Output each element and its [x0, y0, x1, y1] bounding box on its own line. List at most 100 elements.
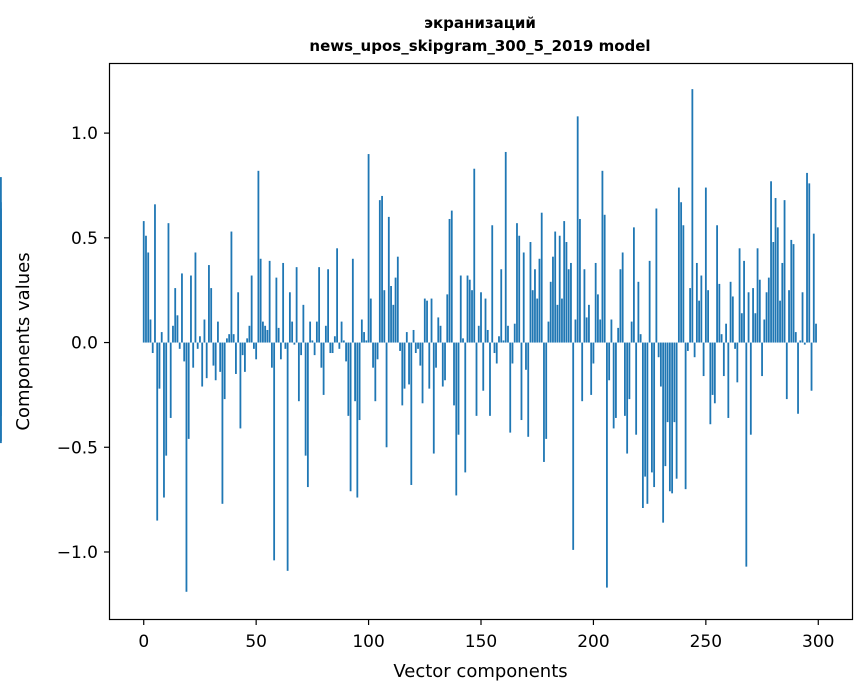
bar: [311, 340, 314, 343]
bar: [709, 342, 712, 425]
bar: [567, 269, 570, 343]
bar: [722, 342, 725, 377]
bar: [740, 313, 743, 343]
bar: [713, 342, 716, 404]
plot-frame: [108, 62, 854, 621]
bar: [754, 313, 757, 343]
bar: [761, 342, 763, 377]
bar: [525, 342, 527, 370]
bar: [309, 321, 312, 343]
bar: [169, 342, 172, 418]
bar: [358, 342, 361, 421]
bar: [340, 321, 343, 343]
bar: [336, 248, 338, 343]
x-tick-label: 0: [138, 632, 149, 652]
bar: [673, 342, 676, 423]
bar: [695, 262, 698, 343]
bar: [808, 183, 811, 343]
bar: [707, 290, 709, 343]
bar: [682, 225, 685, 343]
bar: [273, 342, 276, 561]
bar: [417, 342, 419, 349]
bar: [734, 342, 736, 349]
bar: [590, 342, 593, 395]
bar: [329, 342, 332, 354]
bar: [448, 218, 451, 343]
bar: [801, 292, 804, 343]
bar: [574, 319, 577, 343]
bar: [239, 342, 242, 429]
bar: [302, 304, 305, 343]
bar: [693, 342, 696, 358]
bar: [295, 267, 298, 343]
bar: [615, 342, 617, 418]
x-tick-label: 200: [577, 632, 609, 652]
bar: [385, 342, 388, 448]
bar: [468, 279, 471, 343]
bar: [812, 233, 815, 343]
bar: [763, 319, 766, 343]
bar: [776, 227, 779, 343]
bar: [513, 323, 516, 343]
bar: [158, 342, 161, 389]
bar: [745, 342, 748, 567]
bar: [372, 342, 374, 368]
bar: [500, 269, 503, 343]
bar: [208, 265, 210, 343]
bar: [592, 342, 595, 364]
bar: [196, 342, 199, 349]
bar: [304, 342, 307, 456]
bar: [412, 329, 415, 343]
bar: [453, 342, 455, 406]
bar: [147, 252, 150, 343]
bar: [149, 319, 152, 343]
bar: [518, 235, 521, 343]
bar: [624, 342, 626, 416]
bar: [381, 195, 383, 343]
bar: [547, 321, 550, 343]
bar: [770, 181, 772, 343]
bar: [187, 342, 190, 439]
bar: [792, 244, 795, 343]
bar: [277, 327, 280, 343]
x-tick-label: 150: [465, 632, 497, 652]
bar: [511, 342, 514, 364]
bar: [354, 342, 356, 402]
bar: [725, 323, 727, 343]
bar: [315, 321, 318, 343]
bar: [205, 342, 208, 379]
bar: [718, 283, 721, 343]
bar: [680, 202, 683, 343]
bar: [509, 342, 512, 433]
bar: [648, 260, 651, 343]
bar: [529, 242, 532, 343]
bar: [797, 342, 799, 414]
y-tick-label: 1.0: [71, 124, 98, 144]
bar: [266, 329, 269, 343]
bar: [581, 342, 584, 402]
bar: [324, 325, 327, 343]
bar: [392, 304, 395, 343]
bar: [657, 342, 660, 358]
x-tick-label: 250: [690, 632, 722, 652]
bar: [700, 275, 703, 343]
bar: [423, 298, 426, 343]
bar: [716, 225, 718, 343]
chart-title-line-1: экранизаций: [424, 14, 536, 32]
bar: [217, 321, 219, 343]
bar: [219, 342, 222, 372]
bar: [342, 340, 345, 343]
bar: [255, 342, 258, 360]
bar: [286, 342, 289, 571]
bar: [599, 319, 602, 343]
bar: [327, 269, 329, 343]
bar: [235, 342, 237, 374]
bar: [779, 300, 781, 343]
bar: [282, 262, 285, 343]
bar: [554, 231, 557, 343]
bar: [369, 298, 372, 343]
bar: [190, 275, 192, 343]
bar: [360, 319, 363, 343]
bar: [570, 262, 572, 343]
bar: [664, 342, 667, 467]
